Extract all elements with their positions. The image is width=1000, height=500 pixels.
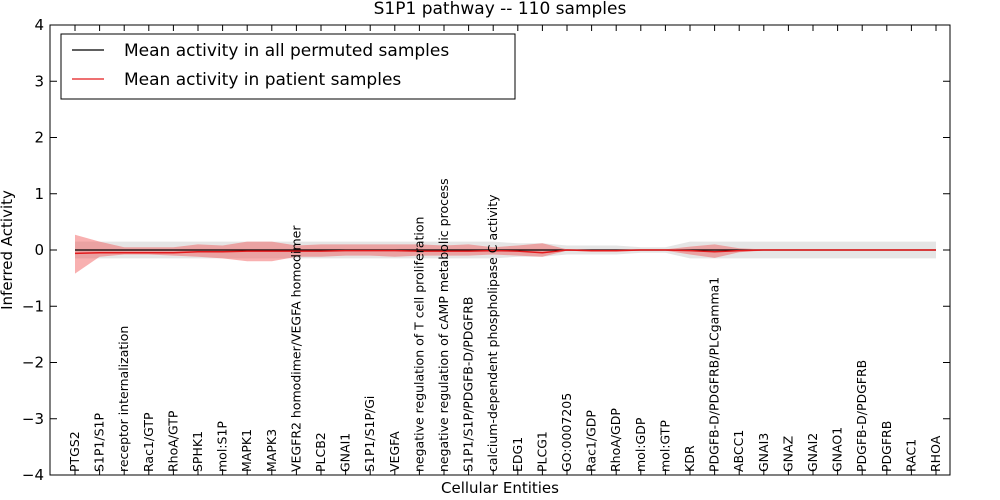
category-label: Rac1/GTP xyxy=(141,412,156,472)
y-tick-label: −3 xyxy=(22,410,44,428)
category-label: MAPK1 xyxy=(239,429,254,472)
category-label: ABCC1 xyxy=(731,430,746,472)
y-tick-label: 3 xyxy=(34,72,44,90)
x-axis-label: Cellular Entities xyxy=(441,479,559,497)
category-label: Rac1/GDP xyxy=(584,410,599,472)
category-label: PDGFRB xyxy=(879,421,894,472)
category-label: negative regulation of cAMP metabolic pr… xyxy=(436,178,451,472)
category-label: GNAZ xyxy=(780,436,795,472)
y-tick-label: −2 xyxy=(22,354,44,372)
y-tick-label: 4 xyxy=(34,16,44,34)
y-tick-label: −4 xyxy=(22,466,44,484)
category-label: GNAI3 xyxy=(756,433,771,472)
category-label: GO:0007205 xyxy=(559,393,574,472)
category-label: KDR xyxy=(682,445,697,472)
band-patient xyxy=(75,234,936,274)
category-label: PDGFB-D/PDGFRB/PLCgamma1 xyxy=(707,277,722,472)
category-label: GNAI1 xyxy=(338,433,353,472)
y-tick-label: 0 xyxy=(34,241,44,259)
y-tick-label: 1 xyxy=(34,185,44,203)
series-line-patient xyxy=(74,249,936,255)
legend-label-permuted: Mean activity in all permuted samples xyxy=(124,41,449,61)
category-label: S1P1/S1P xyxy=(92,413,107,472)
category-label: mol:GDP xyxy=(633,417,648,472)
category-label: VEGFA xyxy=(387,431,402,472)
category-label: S1P1/S1P/PDGFB-D/PDGFRB xyxy=(461,297,476,473)
category-label: PLCB2 xyxy=(313,432,328,472)
category-label: MAPK3 xyxy=(264,429,279,472)
legend: Mean activity in all permuted samples Me… xyxy=(60,33,516,100)
category-label: S1P1/S1P/Gi xyxy=(362,396,377,472)
category-label: RAC1 xyxy=(903,439,918,472)
category-label: negative regulation of T cell proliferat… xyxy=(411,217,426,472)
category-label: receptor internalization xyxy=(116,326,131,472)
category-label: GNAI2 xyxy=(805,433,820,472)
category-label: SPHK1 xyxy=(190,431,205,472)
plot-frame xyxy=(49,24,951,476)
category-label: PLCG1 xyxy=(534,431,549,472)
category-label: calcium-dependent phospholipase C activi… xyxy=(485,194,500,472)
legend-label-patient: Mean activity in patient samples xyxy=(124,70,401,90)
category-label: RHOA xyxy=(928,435,943,472)
category-label: PTGS2 xyxy=(67,431,82,472)
category-label: RhoA/GDP xyxy=(608,408,623,472)
category-label: GNAO1 xyxy=(830,427,845,472)
y-axis-label: Inferred Activity xyxy=(0,190,16,310)
chart-title: S1P1 pathway -- 110 samples xyxy=(374,0,627,19)
y-tick-label: 2 xyxy=(34,129,44,147)
y-tick-label: −1 xyxy=(22,297,44,315)
category-label: VEGFR2 homodimer/VEGFA homodimer xyxy=(288,225,303,472)
legend-box xyxy=(60,33,516,100)
category-label: mol:S1P xyxy=(215,421,230,472)
category-label: RhoA/GTP xyxy=(165,410,180,472)
category-label: EDG1 xyxy=(510,437,525,472)
category-label: PDGFB-D/PDGFRB xyxy=(854,360,869,472)
category-label: mol:GTP xyxy=(657,420,672,472)
